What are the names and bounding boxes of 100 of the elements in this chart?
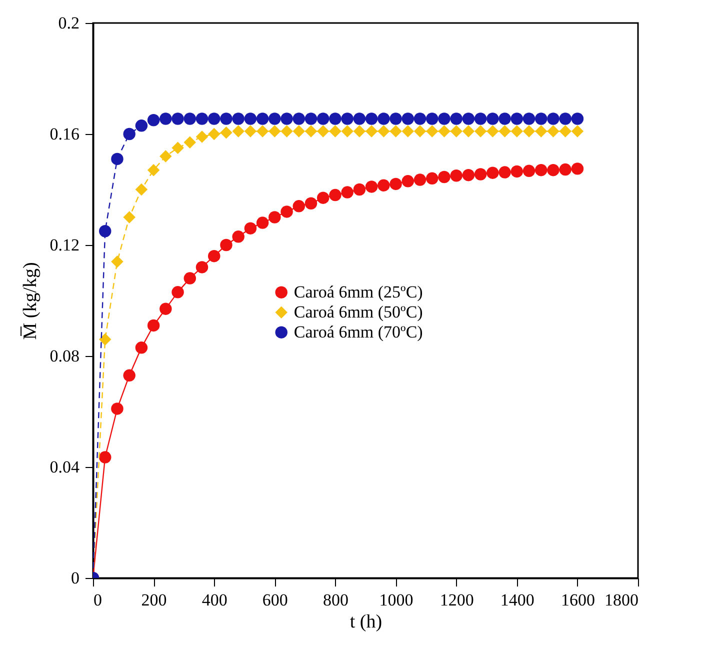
point — [268, 125, 281, 138]
point — [353, 112, 366, 125]
point — [292, 200, 306, 212]
x-tick-label: 1200 — [440, 590, 474, 610]
point — [426, 125, 438, 138]
y-tick-label: 0.2 — [58, 14, 80, 32]
point — [378, 179, 390, 192]
point — [256, 112, 269, 125]
point — [402, 175, 414, 188]
point — [160, 302, 172, 315]
point — [510, 125, 524, 138]
point — [304, 125, 318, 138]
point — [571, 112, 584, 125]
point — [232, 112, 244, 125]
y-tick-label: 0.12 — [50, 236, 80, 254]
point — [571, 162, 584, 175]
y-axis-title: M̅ (kg/kg) — [20, 262, 41, 340]
point — [341, 112, 354, 125]
point — [474, 168, 487, 180]
point — [547, 164, 560, 176]
point — [414, 125, 426, 138]
point — [304, 112, 318, 125]
point — [426, 112, 438, 125]
point — [571, 125, 584, 138]
point — [292, 112, 306, 125]
point — [244, 125, 257, 138]
point — [98, 333, 112, 346]
point — [462, 125, 475, 138]
point — [208, 250, 220, 262]
point — [220, 112, 232, 125]
legend-label: Caroá 6mm (50ºC) — [294, 302, 423, 322]
point — [111, 152, 124, 166]
y-tick-label: 0.04 — [50, 458, 80, 476]
point — [402, 112, 414, 125]
point — [390, 125, 402, 138]
point — [353, 125, 366, 138]
point — [341, 186, 354, 198]
point — [98, 225, 112, 238]
x-tick-label: 1800 — [604, 590, 638, 610]
point — [474, 112, 487, 125]
point — [450, 125, 462, 138]
point — [135, 183, 148, 196]
point — [438, 170, 450, 184]
point — [268, 211, 281, 224]
x-tick-label: 0 — [94, 590, 102, 610]
point — [160, 150, 172, 162]
x-tick-label: 600 — [262, 590, 288, 610]
point — [147, 164, 160, 176]
point — [353, 183, 366, 196]
point — [244, 222, 257, 234]
point — [160, 112, 172, 125]
point — [390, 112, 402, 125]
point — [559, 125, 572, 138]
point — [390, 178, 402, 190]
point — [184, 136, 196, 148]
point — [184, 112, 196, 125]
point — [365, 112, 378, 125]
point — [316, 192, 330, 204]
point — [172, 286, 184, 298]
point — [256, 216, 269, 229]
point — [414, 112, 426, 125]
point — [426, 172, 438, 185]
point — [438, 112, 450, 125]
point — [474, 125, 487, 138]
point — [378, 112, 390, 125]
point — [522, 112, 536, 125]
point — [378, 125, 390, 138]
point — [123, 211, 136, 224]
point — [280, 206, 293, 218]
point — [135, 342, 148, 354]
x-tick-label: 200 — [141, 590, 167, 610]
point — [522, 125, 536, 138]
point — [510, 112, 524, 125]
point — [268, 112, 281, 125]
point — [292, 125, 306, 138]
point — [510, 165, 524, 178]
point — [498, 112, 511, 125]
point — [220, 126, 232, 139]
y-tick-label: 0 — [71, 568, 80, 588]
legend-label: Caroá 6mm (70ºC) — [294, 322, 423, 342]
point — [147, 114, 160, 126]
point — [341, 125, 354, 138]
x-axis-title: t (h) — [350, 612, 382, 632]
point — [365, 180, 378, 193]
point — [232, 230, 244, 243]
point — [522, 164, 536, 178]
point — [438, 125, 450, 138]
point — [450, 170, 462, 182]
point — [111, 402, 124, 415]
point — [329, 188, 342, 202]
point — [208, 112, 220, 125]
point — [280, 112, 293, 125]
point — [135, 120, 148, 132]
x-tick-label: 1600 — [560, 590, 595, 610]
y-tick-label: 0.16 — [50, 124, 80, 144]
point — [123, 369, 136, 382]
point — [280, 125, 293, 138]
point — [486, 125, 499, 138]
point — [534, 164, 548, 176]
point — [547, 112, 560, 125]
